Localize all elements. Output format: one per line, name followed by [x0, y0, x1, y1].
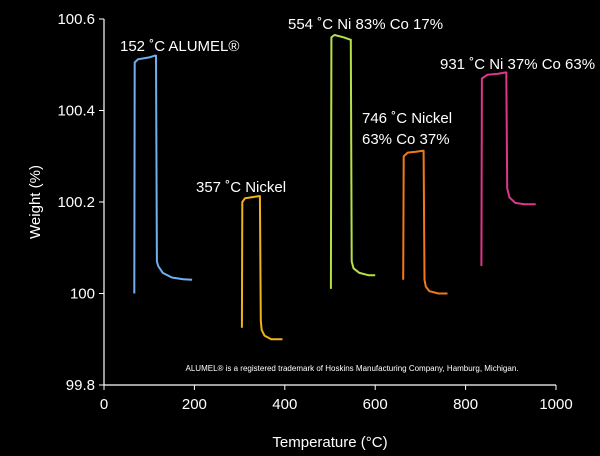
y-tick-label: 100	[70, 286, 95, 303]
series-annotation: 931 ˚C Ni 37% Co 63%	[440, 56, 595, 73]
x-tick-label: 0	[100, 396, 108, 413]
x-tick-label: 600	[363, 396, 388, 413]
x-tick-label: 400	[272, 396, 297, 413]
series-annotation: 746 ˚C Nickel	[362, 110, 452, 127]
x-tick-label: 800	[453, 396, 478, 413]
annotations: 152 ˚C ALUMEL® 357 ˚C Nickel 554 ˚C Ni 83%…	[120, 16, 595, 196]
y-tick-label: 100.2	[57, 194, 95, 211]
y-tick-label: 100.4	[57, 103, 95, 120]
series-line	[329, 34, 376, 289]
x-tick-label: 1000	[539, 396, 572, 413]
series-line	[133, 54, 193, 294]
y-tick-label: 99.8	[66, 377, 95, 394]
ticks: 0 200 400 600 800 1000 99.8 100 100.2 100.4 100.6	[57, 11, 572, 413]
x-axis-title: Temperature (°C)	[272, 434, 387, 451]
y-axis-title: Weight (%)	[27, 165, 44, 239]
series-annotation: 554 ˚C Ni 83% Co 17%	[288, 16, 443, 33]
series-annotation: 63% Co 37%	[362, 131, 450, 148]
series-annotation: 152 ˚C ALUMEL®	[120, 38, 239, 55]
series-line	[240, 195, 283, 341]
series-line	[402, 149, 448, 295]
y-tick-label: 100.6	[57, 11, 95, 28]
x-tick-label: 200	[182, 396, 207, 413]
trademark-footnote: ALUMEL® is a registered trademark of Hos…	[186, 364, 519, 373]
series-group	[133, 34, 536, 341]
series-line	[480, 71, 536, 267]
series-annotation: 357 ˚C Nickel	[196, 179, 286, 196]
